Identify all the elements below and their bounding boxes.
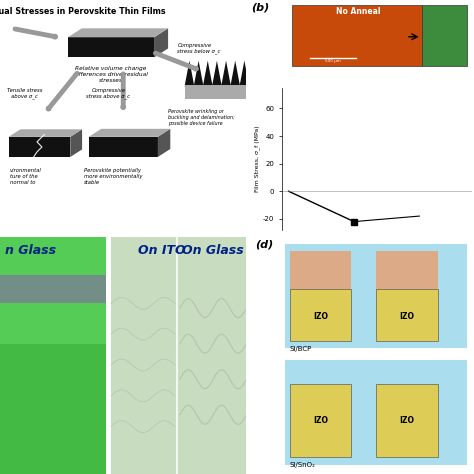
Text: On Glass: On Glass <box>182 244 244 257</box>
Text: No Anneal: No Anneal <box>336 7 380 16</box>
Y-axis label: Film Stress, σ_f (MPa): Film Stress, σ_f (MPa) <box>255 126 260 192</box>
Polygon shape <box>70 129 82 157</box>
Text: vironmental
ture of the
normal to: vironmental ture of the normal to <box>10 168 42 185</box>
FancyBboxPatch shape <box>376 384 438 457</box>
FancyBboxPatch shape <box>290 289 351 341</box>
FancyBboxPatch shape <box>422 5 467 66</box>
Text: IZO: IZO <box>313 416 328 425</box>
Text: IZO: IZO <box>400 312 414 321</box>
FancyBboxPatch shape <box>376 251 438 292</box>
Text: (d): (d) <box>255 239 274 249</box>
Polygon shape <box>9 137 70 157</box>
Text: Perovskite wrinkling or
buckling and delamination;
possible device failure: Perovskite wrinkling or buckling and del… <box>168 109 234 126</box>
FancyBboxPatch shape <box>290 384 351 457</box>
Text: IZO: IZO <box>313 312 328 321</box>
Text: idual Stresses in Perovskite Thin Films: idual Stresses in Perovskite Thin Films <box>0 7 166 16</box>
Polygon shape <box>185 61 249 87</box>
Polygon shape <box>158 129 170 157</box>
Polygon shape <box>68 37 154 57</box>
Polygon shape <box>89 137 158 157</box>
FancyBboxPatch shape <box>290 251 351 292</box>
FancyBboxPatch shape <box>285 244 467 348</box>
FancyBboxPatch shape <box>376 289 438 341</box>
Text: Relative volume change
differences drive residual
stresses: Relative volume change differences drive… <box>73 66 148 83</box>
FancyBboxPatch shape <box>0 275 106 303</box>
Text: 500 μm: 500 μm <box>325 60 341 64</box>
Polygon shape <box>185 85 249 99</box>
Text: Si/BCP: Si/BCP <box>290 346 312 352</box>
FancyBboxPatch shape <box>111 237 246 474</box>
FancyBboxPatch shape <box>0 237 106 474</box>
Polygon shape <box>9 129 82 137</box>
Text: IZO: IZO <box>400 416 414 425</box>
Text: (b): (b) <box>251 2 269 12</box>
Polygon shape <box>154 28 168 57</box>
Text: Si/SnO₂: Si/SnO₂ <box>290 462 316 468</box>
Text: Perovskite potentially
more environmentally
stable: Perovskite potentially more environmenta… <box>84 168 142 185</box>
Polygon shape <box>89 129 170 137</box>
Text: Compressive
stress below σ_c: Compressive stress below σ_c <box>177 43 221 54</box>
Text: On ITO: On ITO <box>138 244 186 257</box>
FancyBboxPatch shape <box>285 360 467 465</box>
Text: Compressive
stress above σ_c: Compressive stress above σ_c <box>86 88 130 99</box>
FancyBboxPatch shape <box>292 5 422 66</box>
FancyBboxPatch shape <box>0 344 106 474</box>
Text: n Glass: n Glass <box>5 244 56 257</box>
Text: Tensile stress
above σ_c: Tensile stress above σ_c <box>7 88 42 99</box>
Polygon shape <box>68 28 168 37</box>
